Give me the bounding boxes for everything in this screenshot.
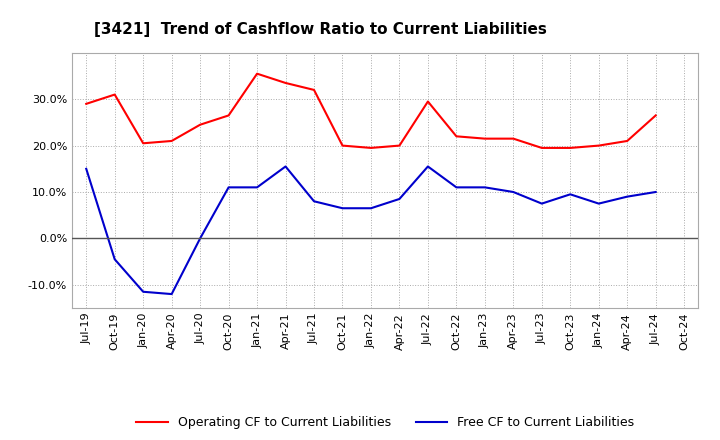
Operating CF to Current Liabilities	[110, 92, 119, 97]
Operating CF to Current Liabilities	[253, 71, 261, 76]
Operating CF to Current Liabilities	[623, 138, 631, 143]
Operating CF to Current Liabilities	[366, 145, 375, 150]
Free CF to Current Liabilities	[452, 185, 461, 190]
Free CF to Current Liabilities	[623, 194, 631, 199]
Free CF to Current Liabilities	[167, 291, 176, 297]
Free CF to Current Liabilities	[537, 201, 546, 206]
Free CF to Current Liabilities	[366, 205, 375, 211]
Free CF to Current Liabilities	[480, 185, 489, 190]
Operating CF to Current Liabilities	[595, 143, 603, 148]
Operating CF to Current Liabilities	[139, 141, 148, 146]
Free CF to Current Liabilities	[139, 289, 148, 294]
Operating CF to Current Liabilities	[167, 138, 176, 143]
Operating CF to Current Liabilities	[452, 134, 461, 139]
Operating CF to Current Liabilities	[225, 113, 233, 118]
Operating CF to Current Liabilities	[338, 143, 347, 148]
Operating CF to Current Liabilities	[509, 136, 518, 141]
Free CF to Current Liabilities	[253, 185, 261, 190]
Free CF to Current Liabilities	[338, 205, 347, 211]
Free CF to Current Liabilities	[595, 201, 603, 206]
Free CF to Current Liabilities	[395, 196, 404, 202]
Operating CF to Current Liabilities	[310, 87, 318, 92]
Line: Free CF to Current Liabilities: Free CF to Current Liabilities	[86, 166, 656, 294]
Operating CF to Current Liabilities	[537, 145, 546, 150]
Text: [3421]  Trend of Cashflow Ratio to Current Liabilities: [3421] Trend of Cashflow Ratio to Curren…	[94, 22, 546, 37]
Free CF to Current Liabilities	[509, 189, 518, 194]
Free CF to Current Liabilities	[566, 192, 575, 197]
Free CF to Current Liabilities	[310, 198, 318, 204]
Operating CF to Current Liabilities	[82, 101, 91, 106]
Legend: Operating CF to Current Liabilities, Free CF to Current Liabilities: Operating CF to Current Liabilities, Fre…	[131, 411, 639, 434]
Operating CF to Current Liabilities	[196, 122, 204, 127]
Operating CF to Current Liabilities	[652, 113, 660, 118]
Free CF to Current Liabilities	[652, 189, 660, 194]
Free CF to Current Liabilities	[110, 257, 119, 262]
Operating CF to Current Liabilities	[423, 99, 432, 104]
Operating CF to Current Liabilities	[282, 81, 290, 86]
Operating CF to Current Liabilities	[566, 145, 575, 150]
Operating CF to Current Liabilities	[480, 136, 489, 141]
Operating CF to Current Liabilities	[395, 143, 404, 148]
Free CF to Current Liabilities	[282, 164, 290, 169]
Free CF to Current Liabilities	[82, 166, 91, 172]
Line: Operating CF to Current Liabilities: Operating CF to Current Liabilities	[86, 73, 656, 148]
Free CF to Current Liabilities	[196, 236, 204, 241]
Free CF to Current Liabilities	[225, 185, 233, 190]
Free CF to Current Liabilities	[423, 164, 432, 169]
